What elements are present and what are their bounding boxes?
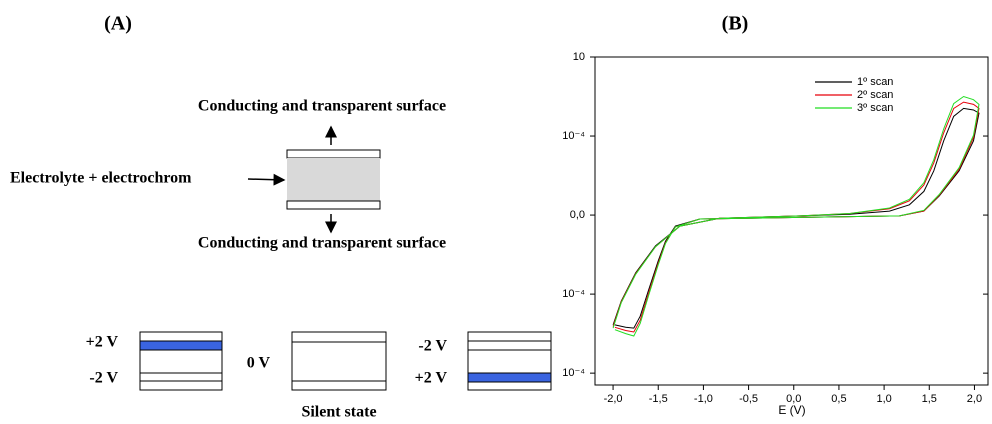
series-line <box>613 108 979 328</box>
colored-layer <box>468 373 551 382</box>
electrode <box>287 201 380 209</box>
voltage-label: +2 V <box>415 370 448 387</box>
x-tick-label: -1,0 <box>694 393 713 405</box>
page: (A) Conducting and transparent surface C… <box>0 0 992 424</box>
panel-label: (B) <box>722 13 749 35</box>
y-tick-label: 10 <box>573 51 585 63</box>
voltage-label: -2 V <box>89 370 118 387</box>
arrow <box>248 179 284 180</box>
panel-label: (A) <box>104 13 132 35</box>
colored-layer <box>140 341 222 350</box>
plot-frame <box>595 57 988 385</box>
surface-label: Conducting and transparent surface <box>198 98 446 115</box>
voltage-label: +2 V <box>86 334 119 351</box>
electrode <box>287 150 380 158</box>
panel-a: (A) Conducting and transparent surface C… <box>10 13 551 421</box>
y-tick-label: 10⁻⁴ <box>562 288 585 300</box>
x-tick-label: 1,0 <box>876 393 891 405</box>
y-tick-label: 0,0 <box>570 209 585 221</box>
legend-label: 2º scan <box>857 89 893 101</box>
legend-label: 3º scan <box>857 102 893 114</box>
x-axis-label: E (V) <box>778 403 805 417</box>
legend-label: 1º scan <box>857 76 893 88</box>
x-tick-label: 1,5 <box>922 393 937 405</box>
x-tick-label: 0,5 <box>831 393 846 405</box>
voltage-label: -2 V <box>418 338 447 355</box>
figure: (A) Conducting and transparent surface C… <box>0 0 992 424</box>
electrolyte <box>287 158 380 201</box>
series-line <box>613 97 979 337</box>
electrolyte-label: Electrolyte + electrochrom <box>10 170 192 187</box>
x-tick-label: 0,0 <box>786 393 801 405</box>
x-tick-label: -1,5 <box>649 393 668 405</box>
y-tick-label: 10⁻⁴ <box>562 130 585 142</box>
surface-label: Conducting and transparent surface <box>198 235 446 252</box>
x-tick-label: -2,0 <box>604 393 623 405</box>
caption: Silent state <box>301 404 376 421</box>
x-tick-label: -0,5 <box>739 393 758 405</box>
x-tick-label: 2,0 <box>967 393 982 405</box>
voltage-label: 0 V <box>247 355 271 372</box>
y-tick-label: 10⁻⁴ <box>562 367 585 379</box>
